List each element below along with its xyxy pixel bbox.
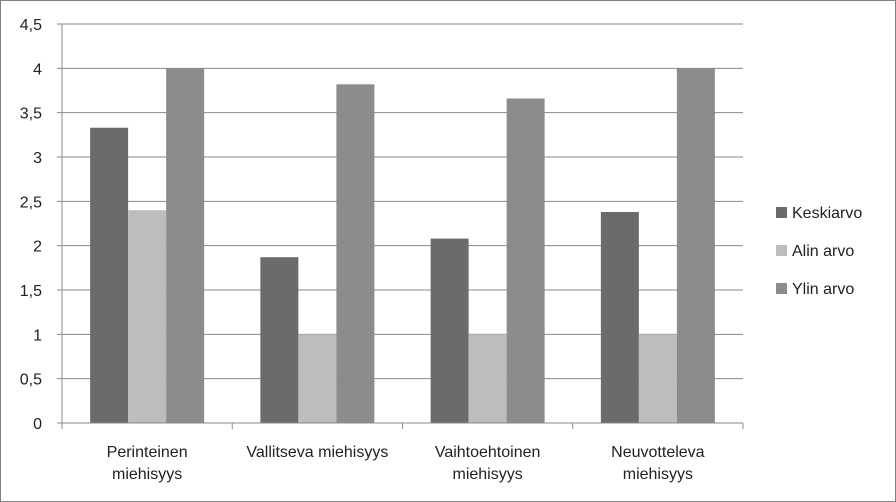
y-tick-label: 2,5 [20, 194, 42, 211]
y-axis-ticks: 0 0,5 1 1,5 2 2,5 3 3,5 4 4,5 [20, 17, 42, 433]
x-category-label: miehisyys [112, 466, 182, 483]
y-tick-label: 3 [33, 150, 42, 167]
y-tick-label: 4 [33, 61, 42, 78]
y-tick-label: 1 [33, 327, 42, 344]
bar [298, 334, 337, 423]
y-tick-label: 4,5 [20, 17, 42, 34]
y-tick-label: 2 [33, 239, 42, 256]
legend-swatch [776, 207, 787, 218]
bar [128, 210, 167, 423]
x-category-label: miehisyys [623, 466, 693, 483]
bar [336, 84, 375, 423]
legend-swatch [776, 283, 787, 294]
legend-label: Keskiarvo [792, 205, 862, 222]
legend-swatch [776, 245, 787, 256]
x-axis: Perinteinen miehisyys Vallitseva miehisyys… [61, 422, 744, 483]
legend: Keskiarvo Alin arvo Ylin arvo [776, 205, 862, 298]
x-category-label: Neuvotteleva [611, 444, 704, 461]
bar [166, 68, 205, 423]
legend-label: Alin arvo [792, 243, 854, 260]
bar [468, 334, 507, 423]
x-category-label: Vallitseva miehisyys [246, 444, 388, 461]
bar [430, 238, 469, 423]
bar [506, 98, 545, 423]
x-category-label: Perinteinen [107, 444, 188, 461]
legend-label: Ylin arvo [792, 281, 854, 298]
bar [90, 127, 129, 424]
x-category-label: Vaihtoehtoinen [435, 444, 541, 461]
bar [638, 334, 677, 423]
y-tick-label: 1,5 [20, 283, 42, 300]
y-tick-label: 3,5 [20, 106, 42, 123]
bar [676, 68, 715, 423]
y-tick-label: 0 [33, 416, 42, 433]
y-tick-label: 0,5 [20, 372, 42, 389]
bar [260, 257, 299, 423]
bar [600, 211, 639, 423]
x-category-label: miehisyys [453, 466, 523, 483]
bars [90, 68, 715, 424]
